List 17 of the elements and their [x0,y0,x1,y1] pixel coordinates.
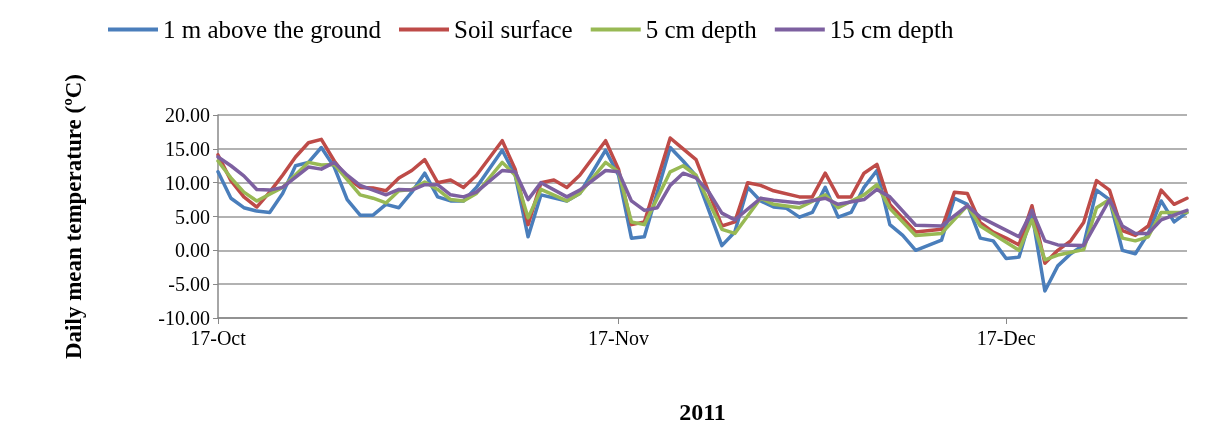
line-series [216,155,1189,248]
y-axis-title: Daily mean temperature (ºC) [60,73,86,360]
x-axis-title: 2011 [679,399,726,425]
legend-label: 15 cm depth [829,16,954,43]
legend-label: Soil surface [454,16,573,43]
x-tick-label: 17-Nov [587,327,650,349]
y-tick-label: -10.00 [158,307,210,329]
x-tick-label: 17-Oct [190,327,247,349]
y-tick-label: 20.00 [165,104,210,126]
y-tick-label: 0.00 [175,239,210,262]
legend-label: 1 m above the ground [163,16,382,43]
legend-label: 5 cm depth [645,16,758,43]
y-tick-label: 10.00 [165,171,210,194]
y-tick-label: 15.00 [165,137,210,160]
y-tick-label: 5.00 [175,205,210,228]
y-tick-label: -5.00 [168,273,210,296]
x-tick-label: 17-Dec [976,327,1036,349]
